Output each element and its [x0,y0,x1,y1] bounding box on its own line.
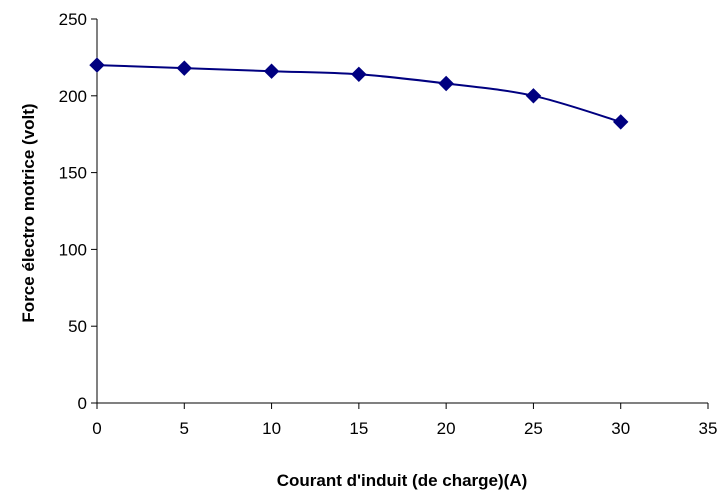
data-point-marker [438,75,454,92]
x-axis-title: Courant d'induit (de charge)(A) [277,471,528,490]
y-tick-label: 250 [59,10,87,29]
y-tick-label: 200 [59,87,87,106]
series [89,57,629,130]
data-point-marker [176,60,192,76]
ticks: 0 50 100 150 200 250 0 5 10 15 20 25 30 35 [59,10,718,438]
x-tick-label: 25 [524,419,543,438]
x-tick-label: 0 [92,419,101,438]
x-tick-label: 30 [611,419,630,438]
axes [96,19,708,404]
y-tick-label: 50 [68,317,87,336]
y-tick-label: 0 [78,394,87,413]
data-point-marker [351,66,367,83]
y-axis-title: Force électro motrice (volt) [19,103,38,322]
data-point-marker [89,57,105,73]
x-tick-label: 10 [262,419,281,438]
x-tick-label: 35 [699,419,718,438]
data-point-marker [263,63,280,79]
x-tick-label: 5 [180,419,189,438]
x-tick-label: 15 [349,419,368,438]
data-point-marker [613,114,629,130]
data-point-marker [525,88,542,104]
x-tick-label: 20 [437,419,456,438]
y-tick-label: 150 [59,164,87,183]
y-tick-label: 100 [59,240,87,259]
